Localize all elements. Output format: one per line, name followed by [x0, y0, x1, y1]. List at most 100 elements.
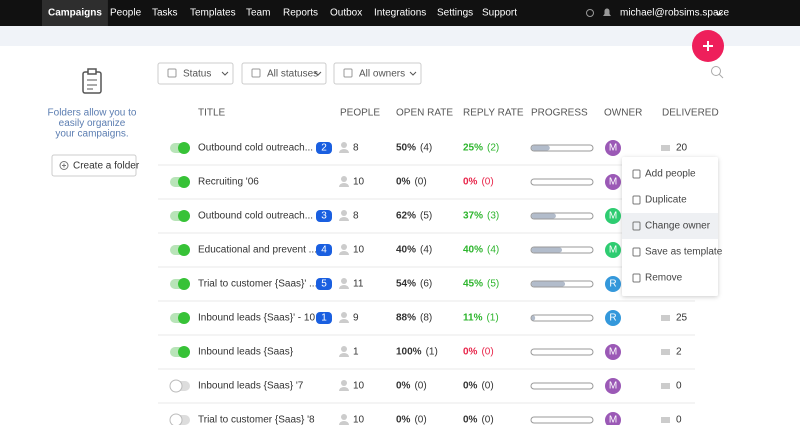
rate-count: (0) — [481, 177, 493, 188]
menu-item[interactable]: Duplicate — [645, 195, 687, 206]
person-body — [339, 251, 349, 255]
owner-avatar — [605, 412, 621, 425]
nav-item[interactable]: Campaigns — [48, 8, 102, 19]
badge-label: 1 — [321, 313, 327, 324]
campaign-title[interactable]: Inbound leads {Saas} '7 — [198, 381, 304, 392]
nav-item[interactable]: People — [110, 8, 142, 19]
campaign-title[interactable]: Recruiting '06 — [198, 177, 259, 188]
rate: 0% — [396, 381, 411, 392]
nav-item[interactable]: Tasks — [152, 8, 178, 19]
progress-track — [530, 382, 594, 390]
mail-icon — [661, 417, 670, 423]
campaign-title[interactable]: Outbound cold outreach... — [198, 143, 313, 154]
menu-item[interactable]: Save as template — [645, 247, 723, 258]
rate: 0% — [396, 177, 411, 188]
rate: 0% — [463, 347, 478, 358]
campaign-title[interactable]: Educational and prevent ... — [198, 245, 317, 256]
filter-icon — [251, 68, 261, 78]
rate: 54% — [396, 279, 416, 290]
menu-icon — [632, 247, 641, 257]
create-folder-button[interactable] — [51, 154, 137, 177]
rate-count: (8) — [420, 313, 432, 324]
filter-caret — [314, 71, 322, 76]
toggle-knob — [169, 379, 183, 393]
owner-initial: M — [609, 245, 617, 256]
progress-track — [530, 348, 594, 356]
nav-item[interactable]: Integrations — [374, 8, 426, 19]
menu-item[interactable]: Add people — [645, 169, 696, 180]
people-count: 10 — [353, 177, 365, 188]
mail-icon — [661, 145, 670, 151]
nav-bar — [0, 0, 800, 26]
person-body — [339, 183, 349, 187]
owner-avatar — [605, 242, 621, 258]
people-count: 9 — [353, 313, 359, 324]
refresh-icon[interactable] — [586, 9, 594, 17]
filter-caret — [221, 71, 229, 76]
rate: 0% — [463, 177, 478, 188]
person-icon — [341, 142, 347, 148]
rate-count: (1) — [486, 313, 498, 324]
sidebar-text: easily organize — [59, 118, 126, 129]
nav-item[interactable]: Support — [482, 8, 517, 19]
nav-item[interactable]: Outbox — [330, 8, 362, 19]
delivered-count: 25 — [676, 313, 688, 324]
campaign-title[interactable]: Trial to customer {Saas}' ... — [198, 279, 317, 290]
rate-count: (5) — [420, 211, 432, 222]
nav-item[interactable]: Reports — [283, 8, 318, 19]
people-count: 10 — [353, 381, 365, 392]
menu-item[interactable]: Remove — [645, 273, 683, 284]
owner-avatar — [605, 276, 621, 292]
mail-icon — [661, 315, 670, 321]
rate-count: (2) — [487, 143, 499, 154]
progress-fill — [531, 213, 556, 219]
menu-hover — [622, 213, 718, 239]
sidebar-text: Folders allow you to — [48, 108, 137, 119]
filter-label: All statuses — [267, 69, 318, 80]
rate-count: (4) — [420, 245, 432, 256]
sidebar-text: your campaigns. — [55, 129, 128, 140]
rate-count: (1) — [426, 347, 438, 358]
progress-fill — [531, 315, 536, 321]
user-caret — [715, 11, 723, 16]
delivered-count: 0 — [676, 381, 682, 392]
campaign-title[interactable]: Trial to customer {Saas} '8 — [198, 415, 315, 425]
rate: 37% — [463, 211, 483, 222]
filter-dropdown[interactable] — [157, 62, 234, 85]
rate-count: (3) — [487, 211, 499, 222]
filter-label: Status — [183, 69, 211, 80]
search-icon[interactable] — [711, 66, 721, 76]
rate-count: (5) — [487, 279, 499, 290]
progress-fill — [531, 281, 566, 287]
campaign-title[interactable]: Inbound leads {Saas} — [198, 347, 294, 358]
rate-count: (0) — [481, 347, 493, 358]
filter-label: All owners — [359, 69, 405, 80]
badge-label: 4 — [321, 245, 327, 256]
search-handle — [718, 73, 724, 79]
owner-avatar — [605, 378, 621, 394]
bell-icon[interactable] — [603, 8, 611, 17]
campaign-title[interactable]: Outbound cold outreach... — [198, 211, 313, 222]
user-email[interactable]: michael@robsims.space — [620, 8, 730, 19]
person-icon — [341, 176, 347, 182]
sequence-badge — [316, 210, 332, 222]
filter-dropdown[interactable] — [333, 62, 422, 85]
owner-initial: R — [609, 279, 616, 290]
person-body — [339, 285, 349, 289]
nav-item[interactable]: Settings — [437, 8, 473, 19]
nav-item[interactable]: Templates — [190, 8, 236, 19]
rate-count: (4) — [420, 143, 432, 154]
nav-item[interactable]: Team — [246, 8, 270, 19]
column-header: OPEN RATE — [396, 108, 453, 119]
owner-avatar — [605, 140, 621, 156]
rate-count: (0) — [414, 415, 426, 425]
folder-icon — [82, 68, 102, 94]
delivered-count: 2 — [676, 347, 682, 358]
filter-dropdown[interactable] — [241, 62, 327, 85]
owner-avatar — [605, 344, 621, 360]
menu-item[interactable]: Change owner — [645, 221, 711, 232]
campaign-title[interactable]: Inbound leads {Saas}' - 10 — [198, 313, 315, 324]
people-count: 8 — [353, 211, 359, 222]
